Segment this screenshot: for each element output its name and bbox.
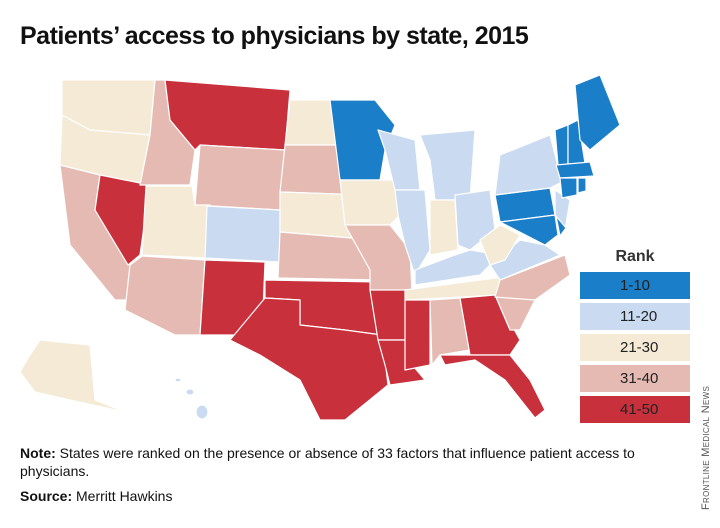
state	[439, 354, 546, 419]
note-text: States were ranked on the presence or ab…	[20, 445, 635, 479]
legend-title: Rank	[615, 248, 655, 265]
state	[339, 179, 406, 226]
state	[429, 199, 459, 256]
state	[499, 214, 559, 246]
legend-item: 41-50	[580, 396, 690, 423]
note-label: Note:	[20, 445, 56, 461]
state	[554, 124, 569, 166]
state	[124, 255, 206, 336]
state	[559, 177, 578, 199]
state	[141, 185, 211, 259]
state	[494, 134, 563, 196]
state	[555, 215, 567, 237]
note: Note: States were ranked on the presence…	[20, 444, 660, 480]
source-text: Merritt Hawkins	[76, 488, 173, 504]
state	[577, 177, 587, 194]
legend-item: 1-10	[580, 272, 690, 299]
state	[174, 377, 182, 383]
state	[494, 254, 571, 301]
legend-item: 21-30	[580, 334, 690, 361]
state	[19, 339, 126, 413]
state	[459, 294, 521, 356]
state	[194, 144, 286, 211]
credit: Frontline Medical News	[700, 385, 712, 510]
state	[479, 224, 521, 266]
source-label: Source:	[20, 488, 73, 504]
state	[404, 299, 431, 371]
state	[204, 205, 281, 263]
state	[429, 297, 471, 366]
title: Patients’ access to physicians by state,…	[20, 22, 529, 50]
state	[574, 74, 621, 151]
state	[195, 404, 209, 420]
state	[185, 388, 195, 396]
state	[555, 161, 595, 179]
legend-item: 11-20	[580, 303, 690, 330]
state	[229, 297, 389, 421]
source: Source: Merritt Hawkins	[20, 488, 172, 504]
state	[419, 129, 476, 201]
legend-item: 31-40	[580, 365, 690, 392]
